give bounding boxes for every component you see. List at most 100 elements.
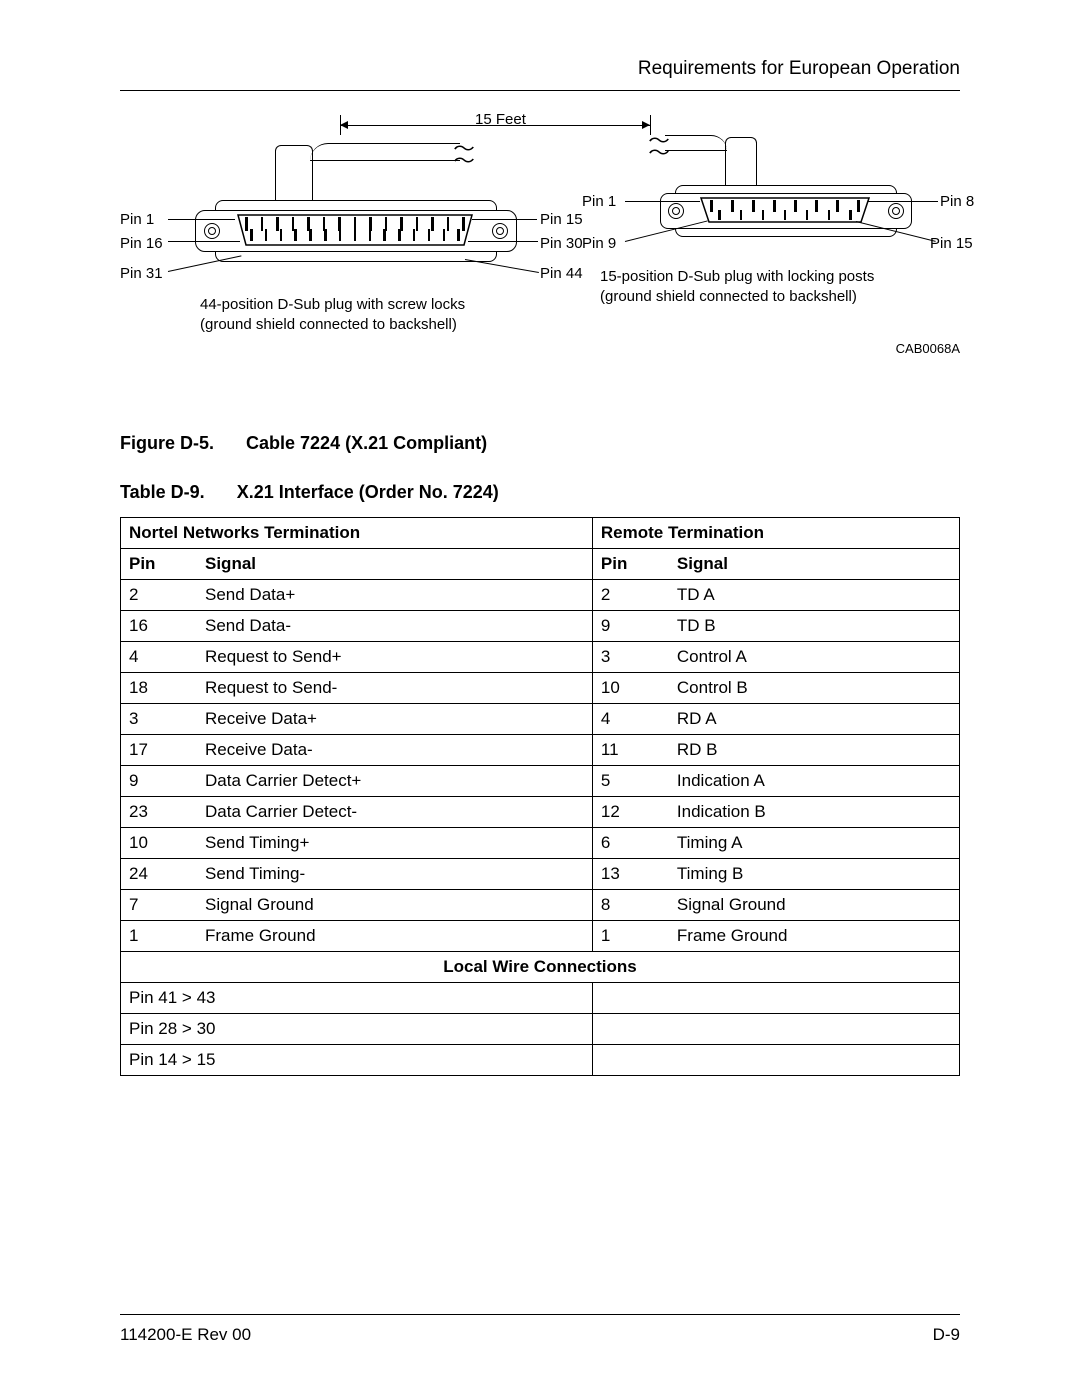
th-signal-l: Signal: [197, 549, 592, 580]
cell-pin-right: 13: [592, 859, 669, 890]
screw-lock-left: [204, 223, 220, 239]
cell-local-wire: Pin 41 > 43: [121, 983, 593, 1014]
lead-pin1: [168, 219, 235, 220]
cell-pin-right: 8: [592, 890, 669, 921]
length-label: 15 Feet: [475, 111, 526, 128]
cell-signal-right: Timing B: [669, 859, 960, 890]
th-pin-r: Pin: [592, 549, 669, 580]
cell-signal-left: Data Carrier Detect-: [197, 797, 592, 828]
cable-break-right2: 〜: [648, 139, 670, 165]
th-pin-l: Pin: [121, 549, 198, 580]
cell-pin-left: 16: [121, 611, 198, 642]
cell-signal-left: Receive Data+: [197, 704, 592, 735]
cell-pin-left: 2: [121, 580, 198, 611]
table-row: 9Data Carrier Detect+5Indication A: [121, 766, 960, 797]
figure-caption: Figure D-5.Cable 7224 (X.21 Compliant): [120, 433, 960, 454]
label-pin16: Pin 16: [120, 235, 163, 252]
th-remote: Remote Termination: [592, 518, 959, 549]
cell-signal-left: Send Data-: [197, 611, 592, 642]
table-header-row-1: Nortel Networks Termination Remote Termi…: [121, 518, 960, 549]
table-header-row-2: Pin Signal Pin Signal: [121, 549, 960, 580]
lead-pin31: [168, 255, 242, 272]
cell-signal-left: Send Timing+: [197, 828, 592, 859]
lead-pin15: [472, 219, 537, 220]
table-row: 24Send Timing-13Timing B: [121, 859, 960, 890]
cell-pin-left: 3: [121, 704, 198, 735]
table-row: 23Data Carrier Detect-12Indication B: [121, 797, 960, 828]
footer-rule: [120, 1314, 960, 1315]
cell-pin-right: 6: [592, 828, 669, 859]
cell-signal-right: Indication A: [669, 766, 960, 797]
pins-15-row2: [718, 210, 852, 222]
locking-post-left: [668, 203, 684, 219]
cable-stub-left: [275, 145, 313, 201]
th-local-wire: Local Wire Connections: [121, 952, 960, 983]
table-caption: Table D-9. X.21 Interface (Order No. 7224…: [120, 482, 960, 503]
table-row: 7Signal Ground8Signal Ground: [121, 890, 960, 921]
header-rule: [120, 90, 960, 91]
cell-signal-left: Send Timing-: [197, 859, 592, 890]
cell-local-wire: Pin 28 > 30: [121, 1014, 593, 1045]
cell-pin-left: 4: [121, 642, 198, 673]
local-wire-header-row: Local Wire Connections: [121, 952, 960, 983]
cable-diagram: 15 Feet 〜 〜 Pin 1 Pin 16 Pin 31 Pin 15 P…: [120, 115, 960, 415]
table-row: 3Receive Data+4RD A: [121, 704, 960, 735]
cell-pin-right: 3: [592, 642, 669, 673]
table-row: 10Send Timing+6Timing A: [121, 828, 960, 859]
lead-r-pin1: [625, 201, 700, 202]
cell-signal-left: Request to Send+: [197, 642, 592, 673]
page-header-title: Requirements for European Operation: [120, 58, 960, 80]
cell-pin-left: 9: [121, 766, 198, 797]
label-r-pin8: Pin 8: [940, 193, 974, 210]
table-row: 1Frame Ground1Frame Ground: [121, 921, 960, 952]
label-pin1: Pin 1: [120, 211, 154, 228]
footer-doc-id: 114200-E Rev 00: [120, 1325, 251, 1345]
figure-label: Figure D-5.: [120, 433, 214, 453]
table-row: 2Send Data+2TD A: [121, 580, 960, 611]
cell-signal-left: Frame Ground: [197, 921, 592, 952]
cell-signal-right: Indication B: [669, 797, 960, 828]
label-r-pin1: Pin 1: [582, 193, 616, 210]
cell-signal-left: Request to Send-: [197, 673, 592, 704]
label-r-pin9: Pin 9: [582, 235, 616, 252]
caption-44pin: 44-position D-Sub plug with screw locks …: [200, 295, 465, 334]
label-pin30: Pin 30: [540, 235, 583, 252]
cell-pin-right: 5: [592, 766, 669, 797]
cell-empty: [592, 983, 959, 1014]
cell-signal-right: RD B: [669, 735, 960, 766]
cell-pin-right: 10: [592, 673, 669, 704]
table-row: Pin 28 > 30: [121, 1014, 960, 1045]
page-footer: 114200-E Rev 00 D-9: [120, 1314, 960, 1345]
cell-pin-right: 4: [592, 704, 669, 735]
cell-signal-left: Send Data+: [197, 580, 592, 611]
screw-lock-right: [492, 223, 508, 239]
cell-pin-left: 7: [121, 890, 198, 921]
diagram-code: CAB0068A: [896, 341, 960, 415]
cell-pin-right: 11: [592, 735, 669, 766]
lead-pin44: [465, 259, 539, 273]
cell-signal-left: Data Carrier Detect+: [197, 766, 592, 797]
cell-signal-right: TD B: [669, 611, 960, 642]
table-row: 18Request to Send-10Control B: [121, 673, 960, 704]
cell-pin-left: 24: [121, 859, 198, 890]
table-label: Table D-9.: [120, 482, 205, 502]
label-r-pin15: Pin 15: [930, 235, 973, 252]
cable-break-left2: 〜: [453, 147, 475, 173]
caption-44pin-l1: 44-position D-Sub plug with screw locks: [200, 296, 465, 313]
cell-signal-right: RD A: [669, 704, 960, 735]
pinout-table: Nortel Networks Termination Remote Termi…: [120, 517, 960, 1076]
cell-local-wire: Pin 14 > 15: [121, 1045, 593, 1076]
table-row: 17Receive Data-11RD B: [121, 735, 960, 766]
cell-signal-right: Frame Ground: [669, 921, 960, 952]
table-title: X.21 Interface (Order No. 7224): [237, 482, 499, 502]
cell-signal-right: TD A: [669, 580, 960, 611]
lead-pin30: [468, 241, 538, 242]
cell-pin-right: 1: [592, 921, 669, 952]
lead-r-pin8: [868, 201, 938, 202]
cell-pin-right: 2: [592, 580, 669, 611]
cell-signal-right: Signal Ground: [669, 890, 960, 921]
pins-44-row2: [250, 229, 460, 243]
locking-post-right: [888, 203, 904, 219]
caption-15pin-l1: 15-position D-Sub plug with locking post…: [600, 268, 874, 285]
caption-15pin-l2: (ground shield connected to backshell): [600, 288, 857, 305]
